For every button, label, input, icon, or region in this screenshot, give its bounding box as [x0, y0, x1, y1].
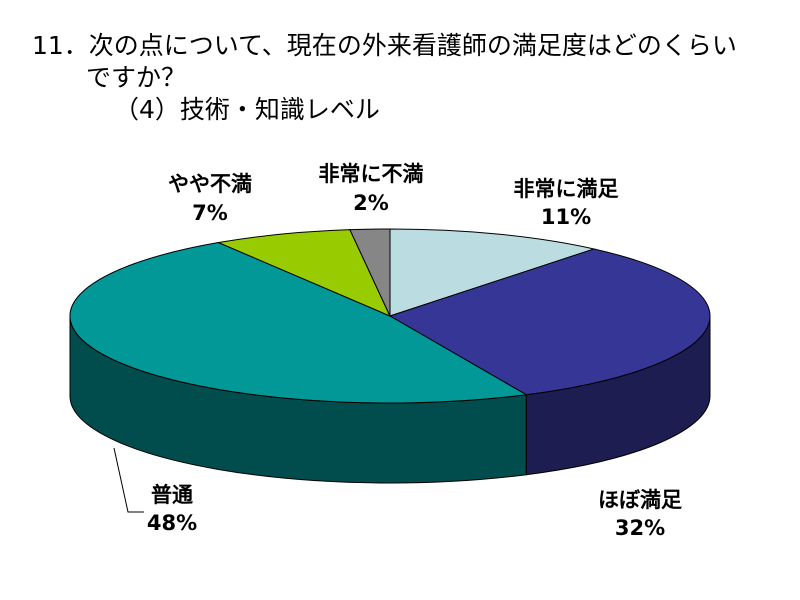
label-mostly-satisfied: ほぼ満足: [598, 488, 682, 512]
pie-slice-very-satisfied: [389, 228, 596, 317]
label-very-satisfied: 非常に満足: [514, 177, 619, 201]
data-labels: 非常に満足 11% ほぼ満足 32% 普通 48% やや不満 7% 非常に不満 2%: [147, 162, 682, 540]
pie-slice-very-dissatisfied: [349, 228, 391, 317]
value-very-dissatisfied: 2%: [353, 191, 389, 215]
title-line-2: ですか？: [86, 63, 187, 92]
value-very-satisfied: 11%: [541, 205, 591, 229]
value-mostly-satisfied: 32%: [615, 516, 665, 540]
chart-title: 11．次の点について、現在の外来看護師の満足度はどのくらい ですか？ （4）技術…: [32, 30, 737, 126]
label-neutral: 普通: [151, 483, 193, 507]
pie-slice-somewhat-dissatisfied: [216, 229, 392, 317]
title-line-3: （4）技術・知識レベル: [114, 95, 380, 124]
leader-lines: [113, 447, 144, 513]
pie-slice-mostly-satisfied: [388, 248, 711, 396]
value-somewhat-dissatisfied: 7%: [192, 201, 228, 225]
pie-slices: [69, 228, 711, 404]
title-line-1: 11．次の点について、現在の外来看護師の満足度はどのくらい: [32, 31, 737, 60]
label-somewhat-dissatisfied: やや不満: [168, 172, 252, 196]
pie-slice-neutral: [69, 242, 528, 404]
label-very-dissatisfied: 非常に不満: [319, 162, 424, 186]
leader-line-neutral: [113, 447, 144, 513]
value-neutral: 48%: [147, 511, 197, 535]
